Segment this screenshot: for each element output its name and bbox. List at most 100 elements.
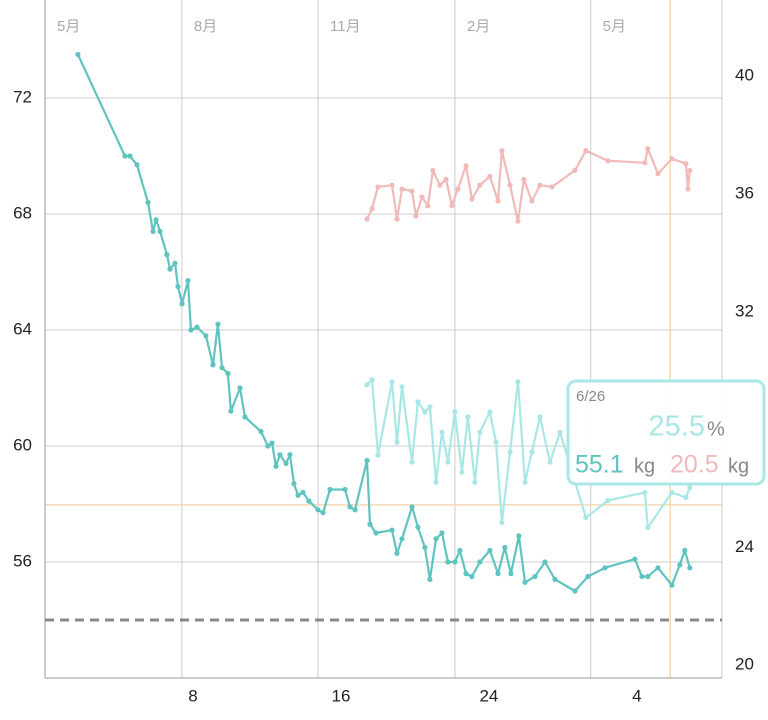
data-point bbox=[352, 507, 358, 513]
data-point bbox=[433, 479, 439, 485]
data-point bbox=[465, 414, 471, 420]
data-point bbox=[655, 171, 661, 177]
data-point bbox=[493, 439, 499, 445]
tooltip-percent: 25.5 bbox=[649, 411, 705, 443]
data-point bbox=[369, 377, 375, 383]
data-point bbox=[389, 379, 395, 385]
data-point bbox=[572, 167, 578, 174]
data-point bbox=[415, 399, 421, 405]
data-point bbox=[469, 573, 475, 580]
y2-tick-label: 24 bbox=[735, 537, 754, 556]
data-point bbox=[507, 449, 513, 455]
data-point bbox=[477, 182, 483, 188]
data-point bbox=[327, 486, 333, 493]
data-point bbox=[185, 278, 191, 284]
data-point bbox=[516, 533, 522, 539]
data-point bbox=[347, 504, 353, 510]
data-point bbox=[320, 510, 326, 516]
data-point bbox=[373, 530, 379, 536]
data-point bbox=[172, 260, 178, 266]
data-point bbox=[487, 173, 493, 179]
data-point bbox=[549, 184, 555, 190]
data-point bbox=[422, 409, 428, 415]
data-point bbox=[342, 486, 348, 493]
data-point bbox=[487, 409, 493, 415]
tooltip-other-unit: kg bbox=[728, 455, 749, 477]
data-point bbox=[427, 404, 433, 410]
y-tick-label: 60 bbox=[13, 435, 32, 454]
x-tick-label: 4 bbox=[632, 686, 641, 705]
data-point bbox=[445, 559, 451, 565]
data-point bbox=[532, 573, 538, 580]
data-point bbox=[399, 186, 405, 192]
data-point bbox=[291, 481, 297, 487]
x-tick-label: 16 bbox=[331, 686, 350, 705]
month-label: 11月 bbox=[330, 18, 361, 35]
data-point bbox=[277, 452, 283, 458]
data-point bbox=[502, 544, 508, 551]
data-point bbox=[430, 167, 436, 174]
data-point bbox=[409, 504, 415, 510]
data-point bbox=[572, 588, 578, 594]
data-point bbox=[188, 327, 194, 333]
data-point bbox=[487, 547, 493, 554]
data-point bbox=[273, 463, 279, 469]
data-point bbox=[219, 365, 225, 371]
tooltip-box bbox=[566, 379, 766, 486]
data-point bbox=[507, 182, 513, 188]
data-point bbox=[409, 459, 415, 465]
data-point bbox=[433, 536, 439, 542]
data-point bbox=[415, 524, 421, 530]
y-tick-label: 68 bbox=[13, 203, 32, 222]
data-point bbox=[215, 321, 221, 327]
data-point bbox=[242, 414, 248, 420]
data-point bbox=[508, 571, 514, 577]
data-point bbox=[399, 536, 405, 542]
data-point bbox=[265, 443, 271, 449]
data-point bbox=[269, 440, 275, 446]
y-tick-label: 64 bbox=[13, 319, 32, 338]
data-point bbox=[306, 498, 312, 504]
data-point bbox=[632, 556, 638, 562]
data-point bbox=[439, 429, 445, 435]
data-point bbox=[537, 182, 543, 188]
data-point bbox=[687, 484, 693, 491]
tooltip-other: 20.5 bbox=[670, 451, 719, 479]
data-point bbox=[585, 573, 591, 580]
data-point bbox=[443, 176, 449, 182]
data-point bbox=[495, 571, 501, 577]
data-point bbox=[683, 494, 689, 501]
data-point bbox=[515, 218, 521, 224]
data-point bbox=[445, 459, 451, 465]
data-point bbox=[463, 163, 469, 169]
data-point bbox=[495, 198, 501, 204]
data-point bbox=[283, 460, 289, 467]
data-point bbox=[521, 176, 527, 182]
data-point bbox=[469, 196, 475, 202]
data-point bbox=[529, 198, 535, 204]
data-point bbox=[167, 266, 173, 272]
data-point bbox=[557, 429, 563, 435]
data-point bbox=[295, 492, 301, 498]
data-point bbox=[394, 439, 400, 445]
data-point bbox=[583, 148, 589, 154]
data-point bbox=[127, 153, 133, 159]
data-point bbox=[437, 182, 443, 188]
data-point bbox=[439, 530, 445, 536]
data-point bbox=[522, 579, 528, 585]
data-point bbox=[583, 514, 589, 521]
data-point bbox=[369, 206, 375, 212]
data-point bbox=[499, 148, 505, 154]
month-label: 5月 bbox=[603, 18, 626, 35]
data-point bbox=[258, 428, 264, 435]
data-point bbox=[477, 559, 483, 565]
data-point bbox=[463, 571, 469, 577]
data-point bbox=[157, 228, 163, 235]
data-point bbox=[375, 184, 381, 190]
data-point bbox=[455, 186, 461, 192]
data-point bbox=[375, 452, 381, 458]
data-point bbox=[210, 362, 216, 368]
data-point bbox=[367, 521, 373, 527]
